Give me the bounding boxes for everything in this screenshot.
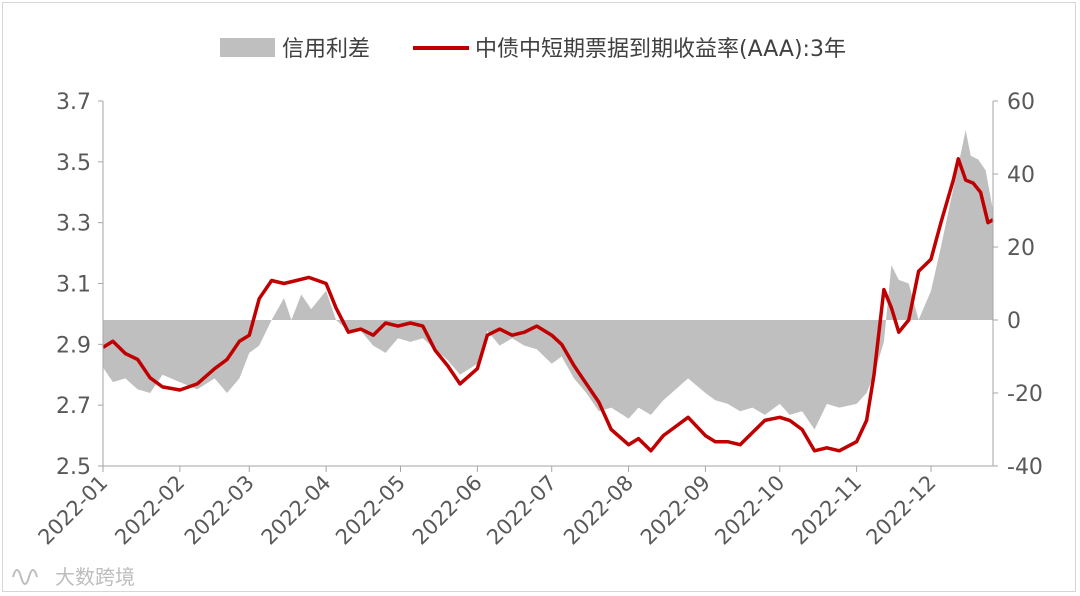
legend-label-spread: 信用利差 [282, 37, 370, 62]
legend-label-yield: 中债中短期票据到期收益率(AAA):3年 [475, 37, 846, 62]
left-tick-label: 2.7 [56, 394, 91, 419]
right-tick-label: 20 [1007, 236, 1035, 261]
sine-wave-logo-icon [12, 569, 38, 585]
series-area-credit-spread [103, 130, 993, 430]
x-tick-label: 2022-11 [787, 471, 866, 550]
x-tick-label: 2022-12 [862, 471, 941, 550]
x-tick-label: 2022-07 [482, 471, 561, 550]
x-tick-label: 2022-03 [180, 471, 259, 550]
x-tick-label: 2022-02 [110, 471, 189, 550]
x-tick-label: 2022-08 [559, 471, 638, 550]
left-tick-label: 2.5 [56, 455, 91, 480]
right-tick-label: 40 [1007, 163, 1035, 188]
watermark-text: 大数跨境 [55, 565, 135, 589]
legend: 信用利差 中债中短期票据到期收益率(AAA):3年 [220, 37, 846, 62]
series-line-yield [102, 157, 994, 453]
dual-axis-chart: 信用利差 中债中短期票据到期收益率(AAA):3年 2.5 2.7 2.9 3.1 3.… [12, 37, 1043, 589]
x-tick-label: 2022-05 [331, 471, 410, 550]
left-tick-label: 3.5 [56, 151, 91, 176]
left-tick-label: 3.7 [56, 90, 91, 115]
x-tick-label: 2022-10 [710, 471, 789, 550]
x-tick-label: 2022-09 [636, 471, 715, 550]
right-tick-label: -40 [1007, 455, 1043, 480]
left-tick-label: 2.9 [56, 333, 91, 358]
right-tick-label: -20 [1007, 382, 1043, 407]
x-tick-label: 2022-06 [408, 471, 487, 550]
x-tick-label: 2022-01 [34, 471, 113, 550]
right-tick-label: 0 [1007, 309, 1021, 334]
legend-swatch-spread [220, 38, 275, 57]
x-tick-label: 2022-04 [257, 471, 336, 550]
right-tick-label: 60 [1007, 90, 1035, 115]
watermark: 大数跨境 [12, 565, 135, 589]
left-tick-label: 3.1 [56, 273, 91, 298]
left-tick-label: 3.3 [56, 212, 91, 237]
